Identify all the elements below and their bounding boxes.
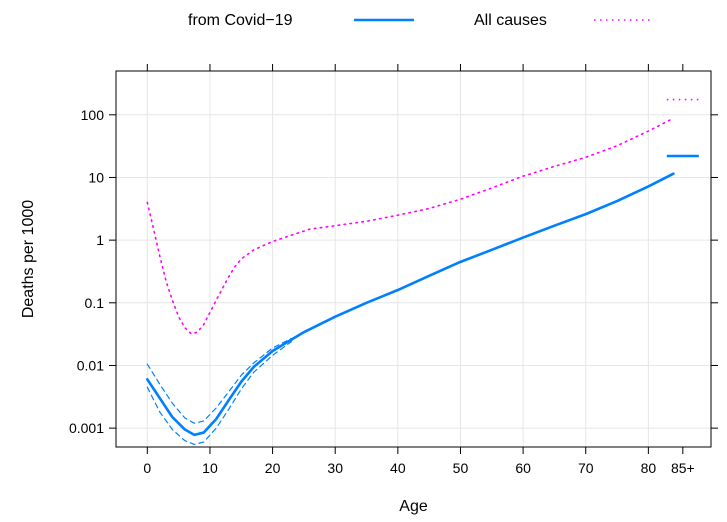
legend-label-1: All causes [474,12,547,29]
y-tick-label-3: 1 [96,232,104,248]
x-tick-label-3: 30 [327,460,343,476]
series-line-2 [146,341,292,446]
x-tick-label-7: 70 [578,460,594,476]
x-tick-label-6: 60 [515,460,531,476]
y-axis-title: Deaths per 1000 [20,200,37,318]
x-tick-label-8: 80 [641,460,657,476]
y-tick-label-2: 0.1 [85,295,105,311]
y-tick-label-5: 100 [81,107,105,123]
y-tick-label-0: 0.001 [69,420,104,436]
grid [116,71,711,447]
x-tick-label-0: 0 [143,460,151,476]
series-line-1 [146,337,292,424]
y-tick-label-1: 0.01 [77,357,104,373]
legend-label-0: from Covid−19 [188,12,293,29]
plot-frame [115,70,712,448]
y-tick-label-4: 10 [88,169,104,185]
x-axis-title: Age [399,498,428,515]
x-tick-label-4: 40 [390,460,406,476]
x-tick-label-5: 50 [453,460,469,476]
x-tick-label-1: 10 [202,460,218,476]
series-line-3 [146,117,675,335]
series-line-0 [146,172,675,437]
x-tick-label-plus: 85+ [671,460,695,476]
series-layer [146,98,699,446]
axis-ticks: 0 10 20 30 40 50 60 70 80 85+ 0.001 0.01 0.1 1 10 100 [69,64,718,476]
x-tick-label-2: 20 [265,460,281,476]
legend: from Covid−19 All causes [188,12,654,29]
